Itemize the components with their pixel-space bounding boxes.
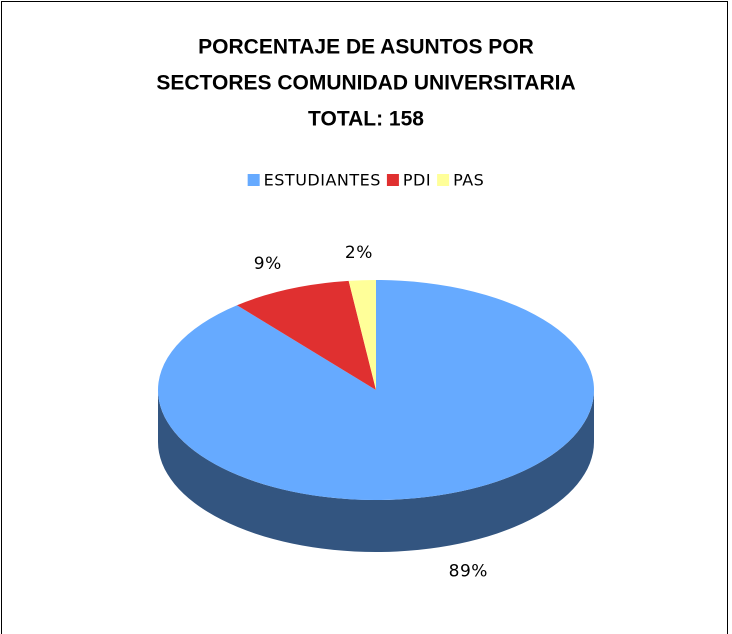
chart-title: SECTORES COMUNIDAD UNIVERSITARIA	[156, 72, 575, 95]
legend-label: PAS	[453, 171, 484, 190]
chart-title: PORCENTAJE DE ASUNTOS POR	[198, 36, 534, 59]
legend-swatch	[386, 174, 399, 186]
data-label: 2%	[345, 243, 373, 263]
legend-swatch	[437, 174, 450, 186]
pie-slice	[237, 280, 376, 390]
data-label: 9%	[254, 254, 282, 274]
data-label: 89%	[449, 561, 488, 581]
legend-label: ESTUDIANTES	[264, 171, 381, 190]
legend-swatch	[247, 174, 260, 186]
pie-side	[158, 390, 594, 552]
pie-slice	[348, 280, 376, 390]
legend-label: PDI	[403, 171, 431, 190]
chart-title: TOTAL: 158	[308, 108, 424, 131]
